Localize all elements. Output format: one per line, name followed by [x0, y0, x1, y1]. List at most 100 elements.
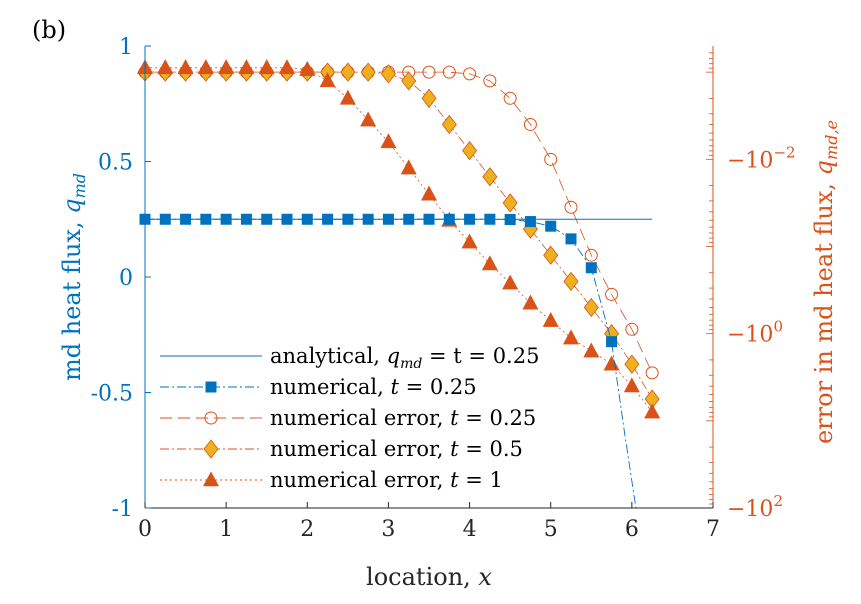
- legend-entry: numerical error, t = 1: [270, 468, 503, 492]
- data-point-square: [220, 213, 232, 225]
- x-axis-label-var: x: [478, 563, 492, 591]
- legend-marker-triangle: [202, 471, 220, 487]
- right-axis-label: error in md heat flux, qmd,e: [810, 120, 841, 444]
- data-point-square: [565, 233, 577, 245]
- legend-marker-circle: [204, 411, 218, 425]
- data-point-triangle: [644, 403, 661, 419]
- data-point-triangle: [461, 233, 478, 249]
- data-point-triangle: [542, 311, 559, 327]
- data-point-diamond: [482, 167, 498, 187]
- left-tick-label: 0: [119, 266, 133, 291]
- data-point-diamond: [340, 62, 356, 82]
- series-line-triangle: [145, 67, 653, 413]
- data-point-triangle: [238, 59, 255, 75]
- data-point-diamond: [421, 88, 437, 108]
- x-axis-label: location, x: [366, 563, 492, 591]
- data-point-square: [606, 336, 618, 348]
- data-point-triangle: [400, 159, 417, 175]
- data-point-triangle: [481, 255, 498, 271]
- data-point-square: [200, 213, 212, 225]
- legend-entry-var: q: [387, 344, 400, 368]
- legend-entry-sub: md: [400, 356, 422, 372]
- data-point-triangle: [339, 89, 356, 105]
- left-tick-label: -0.5: [91, 382, 133, 407]
- data-point-square: [159, 213, 171, 225]
- right-tick-label: −100: [727, 318, 783, 348]
- data-point-square: [403, 213, 415, 225]
- data-point-square: [322, 213, 334, 225]
- data-point-square: [484, 213, 496, 225]
- data-point-circle: [503, 91, 517, 105]
- data-point-square: [545, 220, 557, 232]
- legend: analytical, qmd = t = 0.25 numerical, t =…: [160, 344, 539, 492]
- data-point-square: [382, 213, 394, 225]
- data-point-diamond: [462, 140, 478, 161]
- data-point-diamond: [583, 297, 599, 318]
- data-point-circle: [544, 152, 558, 166]
- data-point-square: [261, 213, 273, 225]
- data-point-triangle: [360, 111, 377, 127]
- data-point-square: [585, 262, 597, 274]
- data-point-triangle: [157, 59, 174, 75]
- legend-entry-tail: = 1: [459, 468, 503, 492]
- data-point-square: [423, 213, 435, 225]
- data-point-square: [464, 213, 476, 225]
- left-tick-label: 1: [119, 35, 133, 60]
- data-point-triangle: [299, 60, 316, 76]
- data-point-circle: [564, 200, 578, 214]
- data-point-circle: [463, 67, 477, 81]
- right-tick-exponent: −2: [773, 143, 795, 161]
- data-point-square: [504, 213, 516, 225]
- series-line-circle: [145, 71, 653, 374]
- data-point-square: [240, 213, 252, 225]
- left-axis-label-var: q: [58, 198, 86, 213]
- x-tick-label: 6: [625, 517, 639, 542]
- plot-area: [136, 59, 661, 509]
- x-tick-label: 3: [381, 517, 395, 542]
- legend-entry: numerical, t = 0.25: [270, 375, 477, 399]
- right-tick-label: −10−2: [727, 143, 796, 173]
- data-point-triangle: [583, 342, 600, 358]
- x-tick-label: 7: [706, 517, 720, 542]
- data-point-triangle: [623, 377, 640, 393]
- data-point-triangle: [522, 294, 539, 310]
- data-point-circle: [523, 117, 537, 131]
- data-point-triangle: [218, 59, 235, 75]
- legend-marker-diamond: [203, 439, 219, 459]
- right-tick-exponent: 2: [773, 492, 783, 510]
- left-axis-label: md heat flux, qmd: [58, 173, 89, 381]
- right-axis-label-sub: md,e: [822, 120, 841, 160]
- left-axis-label-sub: md: [70, 173, 89, 198]
- data-point-diamond: [380, 64, 396, 84]
- x-tick-label: 4: [463, 517, 477, 542]
- data-point-diamond: [360, 62, 376, 82]
- legend-entry-var: t: [450, 468, 459, 492]
- data-point-square: [301, 213, 313, 225]
- data-point-triangle: [278, 59, 296, 75]
- data-point-diamond: [543, 245, 559, 265]
- data-point-circle: [584, 248, 598, 262]
- data-point-triangle: [258, 59, 275, 75]
- axes: 0 1 2 3 4 5 6 7 -1 -0.5 0 0.5 1 −10−2 −100 −102 location…: [58, 35, 841, 591]
- data-point-square: [342, 213, 354, 225]
- legend-entry-tail: = 0.25: [459, 406, 537, 430]
- data-point-diamond: [563, 271, 579, 292]
- x-tick-label: 5: [544, 517, 558, 542]
- legend-marker-square: [205, 381, 217, 393]
- data-point-triangle: [177, 59, 194, 75]
- data-point-diamond: [441, 114, 457, 135]
- x-tick-label: 0: [138, 517, 152, 542]
- data-point-square: [180, 213, 192, 225]
- left-tick-label: 0.5: [98, 151, 133, 176]
- data-point-diamond: [401, 71, 417, 91]
- x-tick-label: 2: [300, 517, 314, 542]
- legend-entry-var: t: [450, 406, 459, 430]
- data-point-circle: [483, 74, 497, 88]
- data-point-triangle: [380, 133, 397, 149]
- data-point-triangle: [197, 59, 214, 75]
- data-point-triangle: [502, 274, 519, 290]
- legend-entry: numerical error, t = 0.5: [270, 437, 523, 461]
- left-tick-label: -1: [112, 497, 133, 522]
- panel-label: (b): [32, 16, 66, 44]
